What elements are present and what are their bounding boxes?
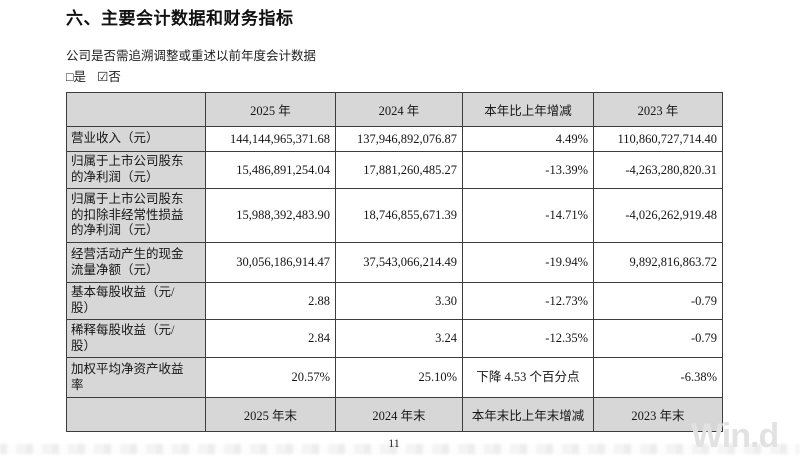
header-cell-blank (66, 92, 206, 127)
value-cell: 4.49% (462, 126, 594, 152)
value-cell: 3.30 (335, 282, 463, 320)
value-cell: 15,988,392,483.90 (205, 188, 336, 243)
financial-indicators-table: 2025 年 2024 年 本年比上年增减 2023 年 营业收入（元） 144… (66, 92, 723, 432)
header-cell-2023: 2023 年 (593, 92, 723, 127)
row-label-cell: 稀释每股收益（元/ 股） (66, 319, 206, 358)
value-cell: -12.35% (462, 319, 594, 358)
page-number: 11 (388, 436, 400, 450)
section-title: 六、主要会计数据和财务指标 (66, 9, 294, 28)
value-cell: -4,026,262,919.48 (593, 188, 723, 243)
table-header-row: 2025 年 2024 年 本年比上年增减 2023 年 (66, 92, 723, 127)
value-cell: -0.79 (593, 282, 723, 320)
table-row-operating-cash-flow: 经营活动产生的现金 流量净额（元） 30,056,186,914.47 37,5… (66, 242, 723, 283)
row-label-cell: 经营活动产生的现金 流量净额（元） (66, 242, 206, 283)
restatement-question: 公司是否需追溯调整或重述以前年度会计数据 (66, 49, 317, 63)
value-cell: 2.88 (205, 282, 336, 320)
value-cell: 20.57% (205, 357, 336, 398)
value-cell: 144,144,965,371.68 (205, 126, 336, 152)
table-row-net-profit: 归属于上市公司股东 的净利润（元） 15,486,891,254.04 17,8… (66, 151, 723, 189)
header-cell-2025: 2025 年 (205, 92, 336, 127)
header-cell-yoy-change: 本年比上年增减 (462, 92, 594, 127)
row-label-cell: 加权平均净资产收益 率 (66, 357, 206, 398)
wind-watermark: Win.d (691, 417, 779, 455)
row-label-cell: 归属于上市公司股东 的扣除非经常性损益 的净利润（元） (66, 188, 206, 243)
value-cell: 15,486,891,254.04 (205, 151, 336, 189)
row-label-cell: 营业收入（元） (66, 126, 206, 152)
value-cell: 25.10% (335, 357, 463, 398)
value-cell: 2.84 (205, 319, 336, 358)
value-cell: -6.38% (593, 357, 723, 398)
table-row-diluted-eps: 稀释每股收益（元/ 股） 2.84 3.24 -12.35% -0.79 (66, 319, 723, 358)
value-cell: -0.79 (593, 319, 723, 358)
footer-cell-2024-end: 2024 年末 (335, 397, 463, 432)
row-label-cell: 归属于上市公司股东 的净利润（元） (66, 151, 206, 189)
footer-cell-2023-end: 2023 年末 (593, 397, 723, 432)
scan-artifact-band (0, 444, 800, 454)
table-footer-row: 2025 年末 2024 年末 本年末比上年末增减 2023 年末 (66, 397, 723, 432)
value-cell: 137,946,892,076.87 (335, 126, 463, 152)
table-row-basic-eps: 基本每股收益（元/ 股） 2.88 3.30 -12.73% -0.79 (66, 282, 723, 320)
value-cell: -12.73% (462, 282, 594, 320)
footer-cell-yoy-end-change: 本年末比上年末增减 (462, 397, 594, 432)
value-cell: 17,881,260,485.27 (335, 151, 463, 189)
footer-cell-blank (66, 397, 206, 432)
value-cell: 9,892,816,863.72 (593, 242, 723, 283)
table-row-weighted-avg-roe: 加权平均净资产收益 率 20.57% 25.10% 下降 4.53 个百分点 -… (66, 357, 723, 398)
value-cell: 18,746,855,671.39 (335, 188, 463, 243)
footer-cell-2025-end: 2025 年末 (205, 397, 336, 432)
value-cell: -19.94% (462, 242, 594, 283)
header-cell-2024: 2024 年 (335, 92, 463, 127)
value-cell: -4,263,280,820.31 (593, 151, 723, 189)
value-cell: -14.71% (462, 188, 594, 243)
checkbox-no-checked: ☑否 (97, 70, 121, 84)
value-cell: 30,056,186,914.47 (205, 242, 336, 283)
restatement-options: □是 ☑否 (66, 66, 129, 85)
table-row-revenue: 营业收入（元） 144,144,965,371.68 137,946,892,0… (66, 126, 723, 152)
value-cell: -13.39% (462, 151, 594, 189)
value-cell: 下降 4.53 个百分点 (462, 357, 594, 398)
value-cell: 110,860,727,714.40 (593, 126, 723, 152)
table-row-net-profit-excl-nonrecurring: 归属于上市公司股东 的扣除非经常性损益 的净利润（元） 15,988,392,4… (66, 188, 723, 243)
row-label-cell: 基本每股收益（元/ 股） (66, 282, 206, 320)
value-cell: 3.24 (335, 319, 463, 358)
checkbox-yes-unchecked: □是 (66, 70, 87, 84)
value-cell: 37,543,066,214.49 (335, 242, 463, 283)
